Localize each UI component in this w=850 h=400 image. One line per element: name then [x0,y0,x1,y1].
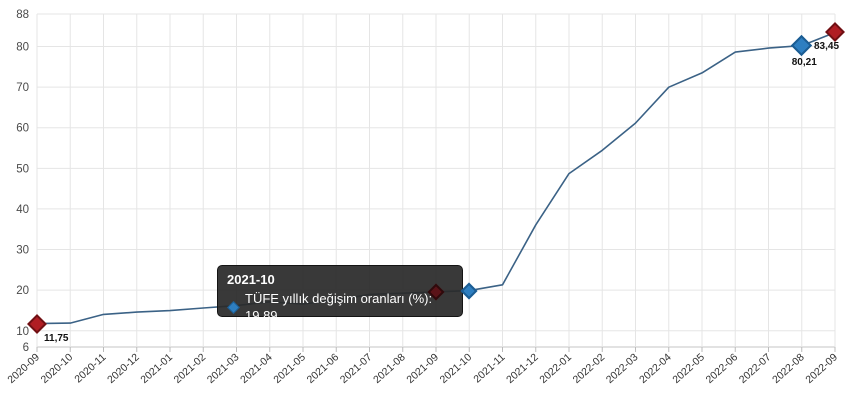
x-axis-label: 2021-12 [504,351,541,386]
x-axis-label: 2020-10 [39,351,76,386]
x-axis-label: 2022-07 [737,351,774,386]
series-diamond-icon [227,300,240,314]
y-axis-label: 88 [16,9,29,21]
chart-tooltip: 2021-10 TÜFE yıllık değişim oranları (%)… [217,265,463,323]
x-gridlines: 2020-092020-102020-112020-122021-012021-… [5,14,840,386]
x-axis-label: 2022-09 [803,351,840,386]
tooltip-series-row: TÜFE yıllık değişim oranları (%): 19,89 [227,290,453,324]
y-axis-label: 70 [16,82,29,94]
x-axis-label: 2021-06 [305,351,342,386]
x-axis-label: 2022-04 [637,351,674,386]
x-axis-label: 2021-05 [271,351,308,386]
y-axis-label: 60 [16,123,29,135]
x-axis-label: 2021-11 [471,351,507,385]
y-axis-label: 80 [16,41,29,53]
x-axis-label: 2021-03 [205,351,242,386]
x-axis-label: 2021-01 [138,351,175,386]
x-axis-label: 2021-10 [438,351,475,386]
x-axis-label: 2022-08 [770,351,807,386]
y-axis-label: 40 [16,204,29,216]
y-axis-label: 6 [23,342,29,354]
x-axis-label: 2022-05 [670,351,707,386]
x-axis-label: 2022-06 [704,351,741,386]
x-axis-label: 2021-09 [404,351,441,386]
x-axis-label: 2021-07 [338,351,375,386]
x-axis-label: 2021-08 [371,351,408,386]
x-axis-label: 2020-09 [5,351,42,386]
tooltip-series-value: TÜFE yıllık değişim oranları (%): 19,89 [245,291,433,323]
y-axis-label: 30 [16,245,29,257]
x-axis-label: 2021-02 [172,351,209,386]
tooltip-date: 2021-10 [227,272,275,287]
x-axis-label: 2020-12 [105,351,142,386]
y-axis-label: 20 [16,285,29,297]
x-axis-label: 2021-04 [238,351,275,386]
x-axis-label: 2020-11 [72,351,108,385]
y-axis-label: 50 [16,163,29,175]
x-axis-label: 2022-01 [537,351,574,386]
x-axis-label: 2022-03 [604,351,641,386]
y-axis-label: 10 [16,326,29,338]
x-axis-label: 2022-02 [571,351,608,386]
